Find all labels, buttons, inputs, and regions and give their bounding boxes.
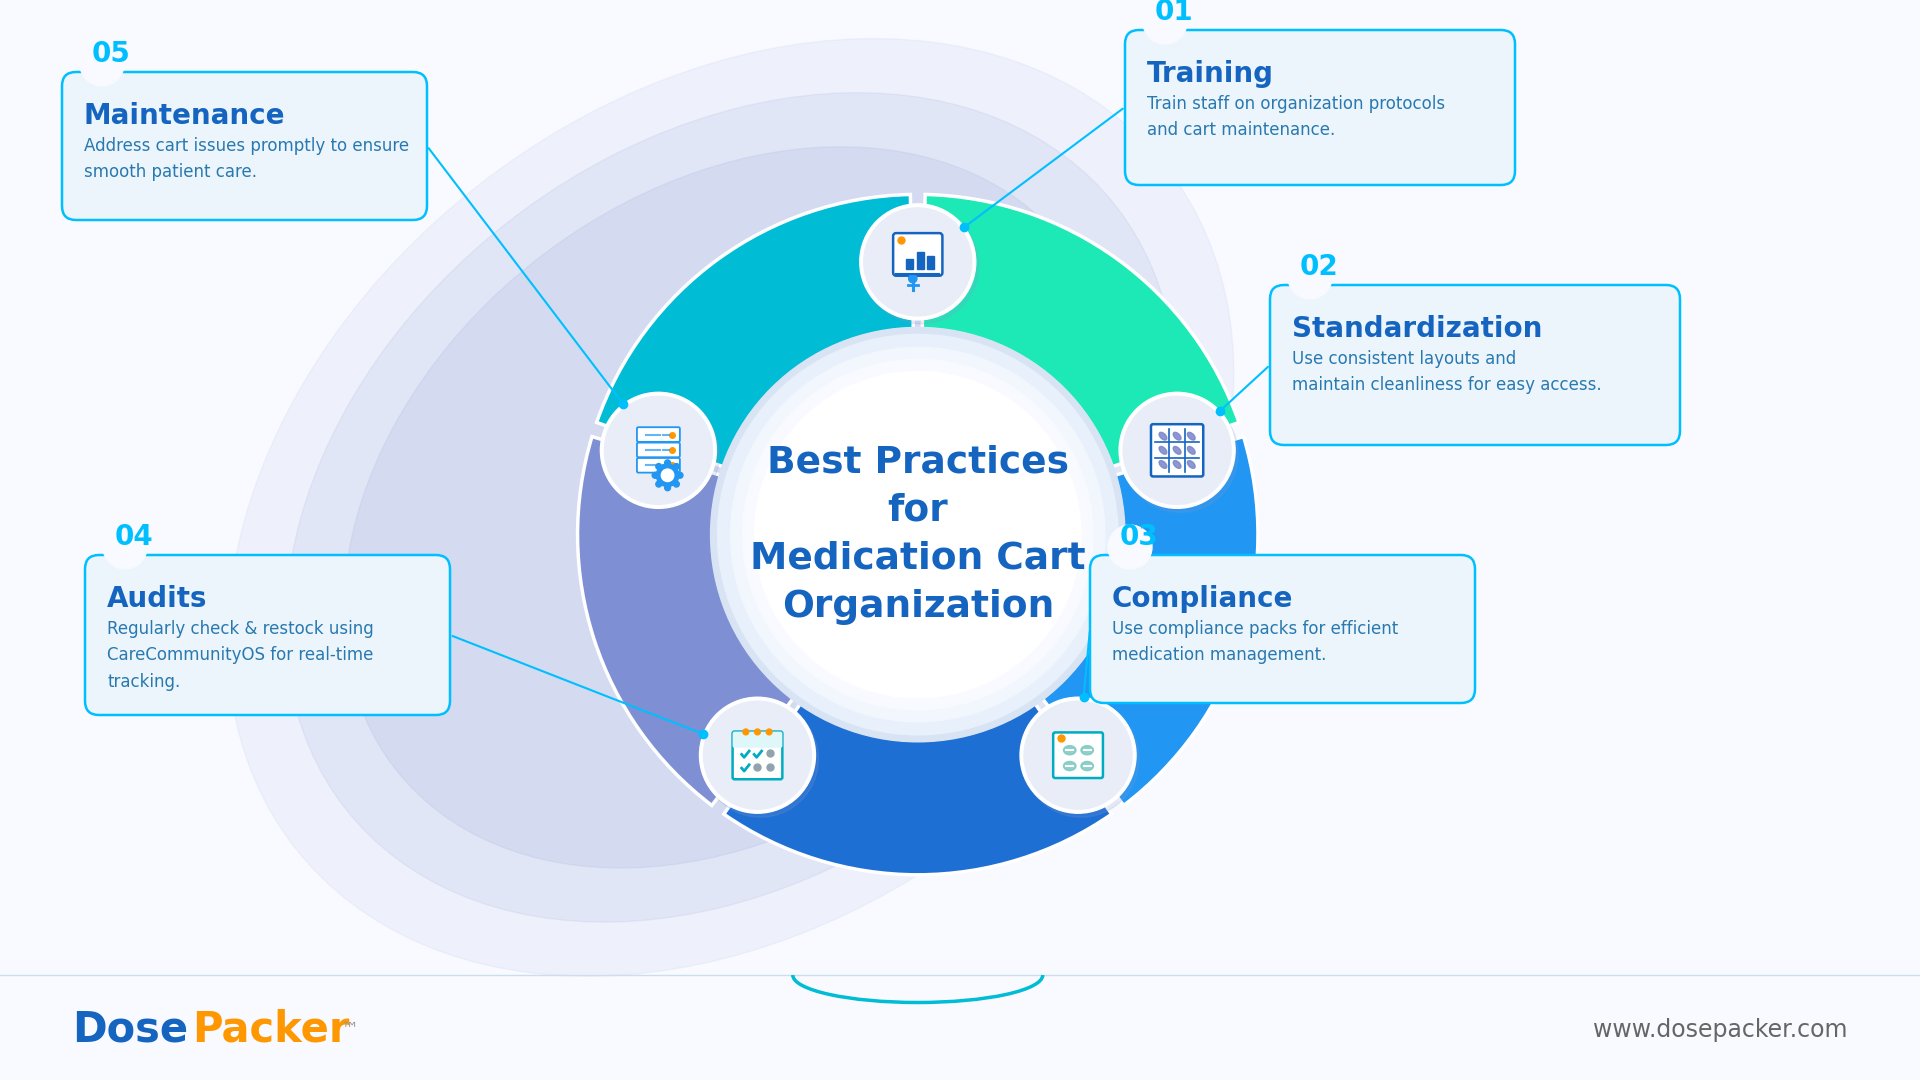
- Circle shape: [674, 482, 680, 487]
- Wedge shape: [597, 194, 914, 467]
- Circle shape: [864, 207, 972, 316]
- Text: www.dosepacker.com: www.dosepacker.com: [1594, 1018, 1847, 1042]
- Circle shape: [1108, 525, 1152, 569]
- Circle shape: [1288, 255, 1332, 299]
- Circle shape: [664, 485, 670, 490]
- Circle shape: [1020, 698, 1137, 813]
- Circle shape: [718, 335, 1117, 734]
- FancyBboxPatch shape: [1054, 732, 1102, 778]
- Text: Train staff on organization protocols
and cart maintenance.: Train staff on organization protocols an…: [1146, 95, 1446, 139]
- Circle shape: [755, 729, 760, 734]
- Circle shape: [908, 274, 918, 283]
- Wedge shape: [1043, 436, 1258, 806]
- FancyBboxPatch shape: [1150, 424, 1204, 476]
- Circle shape: [1121, 396, 1238, 512]
- Ellipse shape: [286, 93, 1175, 922]
- Ellipse shape: [227, 39, 1235, 976]
- Circle shape: [1119, 392, 1235, 509]
- Text: Regularly check & restock using
CareCommunityOS for real-time
tracking.: Regularly check & restock using CareComm…: [108, 620, 374, 691]
- Ellipse shape: [1187, 460, 1194, 469]
- Wedge shape: [578, 436, 793, 806]
- Ellipse shape: [1187, 446, 1194, 455]
- Circle shape: [1142, 0, 1187, 44]
- Circle shape: [755, 372, 1081, 698]
- FancyBboxPatch shape: [637, 458, 680, 473]
- Text: 01: 01: [1156, 0, 1194, 26]
- Ellipse shape: [1187, 432, 1194, 440]
- Text: Best Practices: Best Practices: [766, 445, 1069, 481]
- Text: Address cart issues promptly to ensure
smooth patient care.: Address cart issues promptly to ensure s…: [84, 137, 409, 181]
- Ellipse shape: [1173, 432, 1181, 440]
- Circle shape: [710, 327, 1125, 742]
- Circle shape: [1023, 701, 1139, 818]
- Circle shape: [657, 464, 680, 486]
- Text: Audits: Audits: [108, 585, 207, 613]
- Circle shape: [657, 463, 662, 470]
- Circle shape: [601, 392, 716, 509]
- Circle shape: [766, 729, 772, 734]
- Text: Dose: Dose: [73, 1009, 188, 1051]
- Ellipse shape: [1064, 761, 1075, 771]
- Bar: [906, 259, 914, 269]
- Circle shape: [703, 701, 812, 809]
- Ellipse shape: [1173, 446, 1181, 455]
- Circle shape: [743, 729, 749, 734]
- Circle shape: [860, 204, 975, 320]
- Text: Compliance: Compliance: [1112, 585, 1294, 613]
- Circle shape: [1123, 396, 1231, 504]
- Ellipse shape: [1081, 761, 1094, 771]
- Circle shape: [743, 360, 1092, 710]
- Circle shape: [674, 463, 680, 470]
- Circle shape: [660, 469, 674, 482]
- Ellipse shape: [1160, 460, 1167, 469]
- Circle shape: [678, 472, 684, 478]
- Ellipse shape: [1160, 446, 1167, 455]
- Text: 05: 05: [92, 40, 131, 68]
- FancyBboxPatch shape: [1125, 30, 1515, 185]
- Text: 03: 03: [1119, 523, 1160, 551]
- Circle shape: [1023, 701, 1133, 809]
- FancyBboxPatch shape: [61, 72, 426, 220]
- Text: Packer: Packer: [192, 1009, 349, 1051]
- Text: Organization: Organization: [781, 589, 1054, 624]
- FancyBboxPatch shape: [893, 233, 943, 275]
- Circle shape: [699, 698, 816, 813]
- Circle shape: [653, 472, 659, 478]
- Text: Medication Cart: Medication Cart: [751, 541, 1085, 577]
- Text: Maintenance: Maintenance: [84, 102, 286, 130]
- Circle shape: [81, 42, 125, 86]
- Circle shape: [664, 460, 670, 465]
- Text: for: for: [887, 492, 948, 528]
- Text: Use consistent layouts and
maintain cleanliness for easy access.: Use consistent layouts and maintain clea…: [1292, 350, 1601, 394]
- FancyBboxPatch shape: [1269, 285, 1680, 445]
- Text: 02: 02: [1300, 253, 1338, 281]
- Circle shape: [605, 396, 712, 504]
- FancyBboxPatch shape: [637, 443, 680, 457]
- Text: 04: 04: [115, 523, 154, 551]
- Circle shape: [703, 701, 818, 818]
- FancyBboxPatch shape: [84, 555, 449, 715]
- Bar: [918, 252, 924, 269]
- Ellipse shape: [1064, 745, 1075, 755]
- Text: Standardization: Standardization: [1292, 315, 1542, 343]
- Circle shape: [657, 482, 662, 487]
- Text: Training: Training: [1146, 60, 1275, 87]
- Ellipse shape: [1173, 460, 1181, 469]
- Text: Use compliance packs for efficient
medication management.: Use compliance packs for efficient medic…: [1112, 620, 1398, 664]
- Circle shape: [862, 207, 979, 324]
- Circle shape: [104, 525, 148, 569]
- Wedge shape: [724, 703, 1112, 875]
- Ellipse shape: [344, 147, 1117, 868]
- FancyBboxPatch shape: [733, 731, 781, 747]
- FancyBboxPatch shape: [733, 731, 781, 780]
- Text: ™: ™: [340, 1021, 357, 1039]
- FancyBboxPatch shape: [637, 428, 680, 442]
- Wedge shape: [922, 194, 1238, 467]
- Ellipse shape: [1160, 432, 1167, 440]
- Ellipse shape: [1081, 745, 1094, 755]
- FancyBboxPatch shape: [1091, 555, 1475, 703]
- Bar: [927, 256, 933, 269]
- Circle shape: [603, 396, 720, 512]
- Circle shape: [730, 348, 1106, 721]
